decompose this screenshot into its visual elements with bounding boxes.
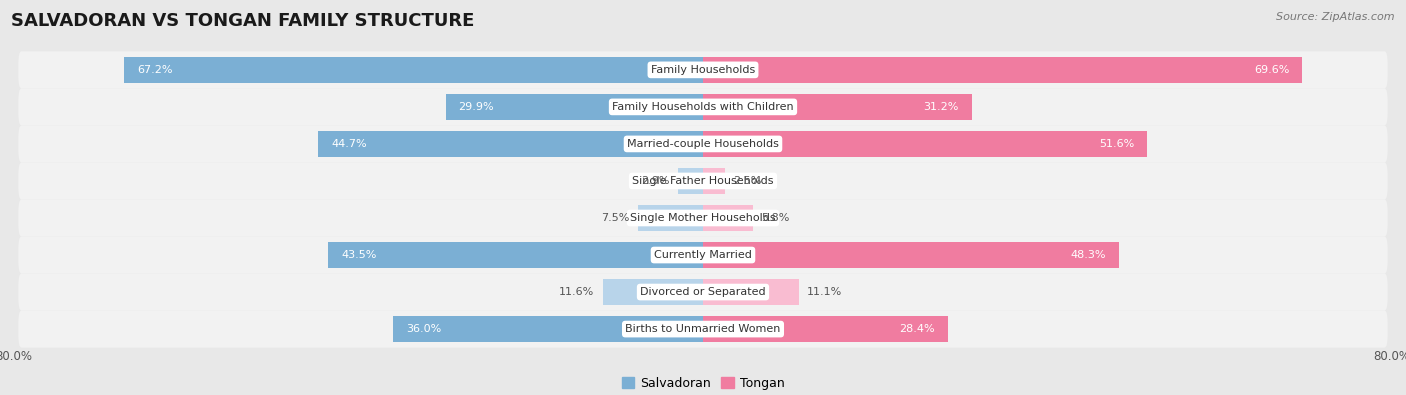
Bar: [124, 56, 703, 83]
Bar: [703, 131, 1147, 157]
Bar: [392, 316, 703, 342]
Text: Family Households with Children: Family Households with Children: [612, 102, 794, 112]
Text: Currently Married: Currently Married: [654, 250, 752, 260]
Text: 29.9%: 29.9%: [458, 102, 494, 112]
Text: 31.2%: 31.2%: [924, 102, 959, 112]
Bar: [703, 279, 799, 305]
Bar: [703, 205, 754, 231]
Text: SALVADORAN VS TONGAN FAMILY STRUCTURE: SALVADORAN VS TONGAN FAMILY STRUCTURE: [11, 12, 475, 30]
Text: 43.5%: 43.5%: [342, 250, 377, 260]
Bar: [703, 242, 1119, 268]
Bar: [329, 242, 703, 268]
FancyBboxPatch shape: [18, 273, 1388, 310]
Text: 7.5%: 7.5%: [602, 213, 630, 223]
Text: Family Households: Family Households: [651, 65, 755, 75]
Text: Divorced or Separated: Divorced or Separated: [640, 287, 766, 297]
Text: Source: ZipAtlas.com: Source: ZipAtlas.com: [1277, 12, 1395, 22]
Bar: [703, 56, 1302, 83]
Text: 36.0%: 36.0%: [406, 324, 441, 334]
FancyBboxPatch shape: [18, 51, 1388, 88]
Bar: [703, 94, 972, 120]
Bar: [318, 131, 703, 157]
Text: Births to Unmarried Women: Births to Unmarried Women: [626, 324, 780, 334]
Bar: [678, 167, 703, 194]
Legend: Salvadoran, Tongan: Salvadoran, Tongan: [616, 372, 790, 395]
Text: 67.2%: 67.2%: [138, 65, 173, 75]
Text: 11.1%: 11.1%: [807, 287, 842, 297]
Bar: [603, 279, 703, 305]
FancyBboxPatch shape: [18, 310, 1388, 348]
Text: 11.6%: 11.6%: [560, 287, 595, 297]
Text: 69.6%: 69.6%: [1254, 65, 1289, 75]
FancyBboxPatch shape: [18, 237, 1388, 273]
Bar: [703, 316, 948, 342]
Text: 44.7%: 44.7%: [330, 139, 367, 149]
Text: 2.9%: 2.9%: [641, 176, 669, 186]
FancyBboxPatch shape: [18, 162, 1388, 199]
Text: 48.3%: 48.3%: [1070, 250, 1107, 260]
Bar: [638, 205, 703, 231]
Bar: [446, 94, 703, 120]
Text: 5.8%: 5.8%: [762, 213, 790, 223]
FancyBboxPatch shape: [18, 199, 1388, 237]
Text: Single Mother Households: Single Mother Households: [630, 213, 776, 223]
FancyBboxPatch shape: [18, 126, 1388, 162]
Text: 2.5%: 2.5%: [733, 176, 762, 186]
Text: Single Father Households: Single Father Households: [633, 176, 773, 186]
FancyBboxPatch shape: [18, 88, 1388, 126]
Text: 28.4%: 28.4%: [898, 324, 935, 334]
Text: Married-couple Households: Married-couple Households: [627, 139, 779, 149]
Text: 51.6%: 51.6%: [1099, 139, 1135, 149]
Bar: [703, 167, 724, 194]
